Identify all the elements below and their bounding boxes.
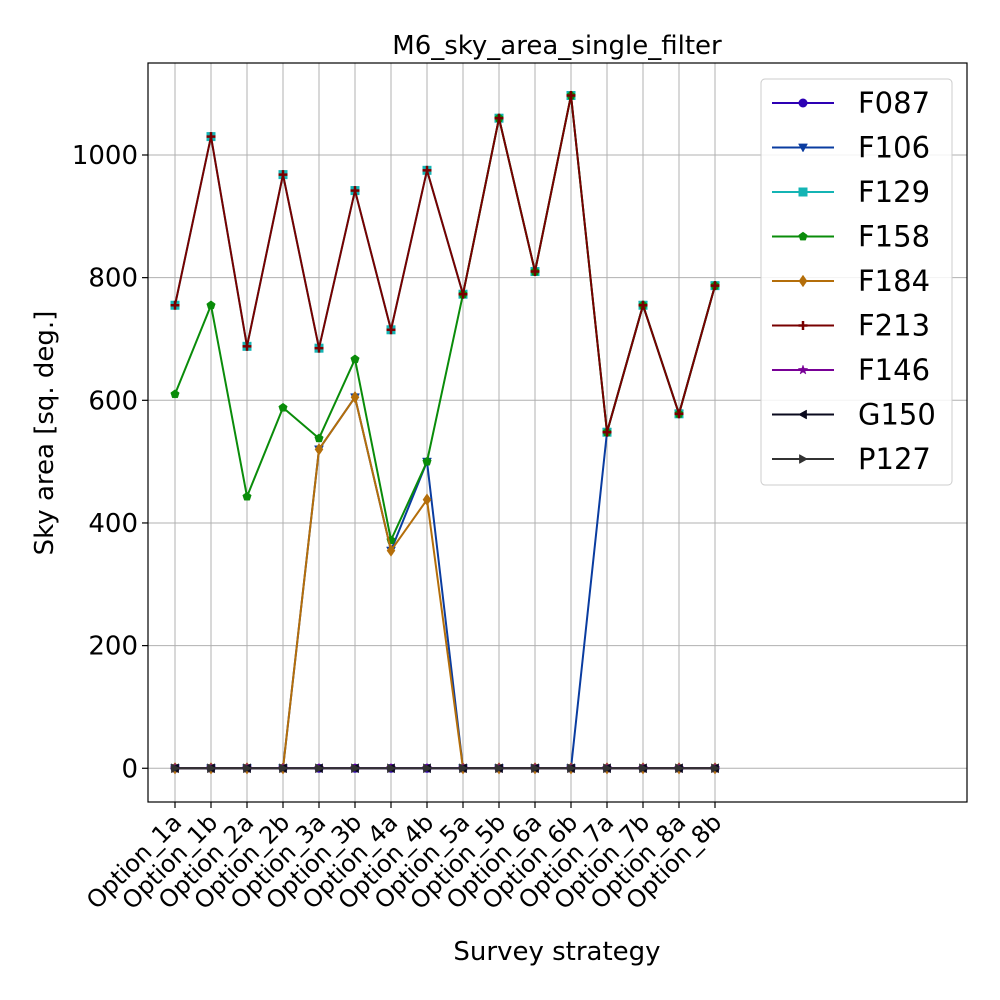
data-point xyxy=(638,300,648,310)
plot-area xyxy=(147,62,968,803)
legend-marker xyxy=(797,409,807,420)
data-point xyxy=(566,91,576,101)
y-tick-label: 600 xyxy=(88,386,138,416)
data-point xyxy=(711,763,721,774)
legend-label: F129 xyxy=(858,175,930,209)
data-point xyxy=(206,300,216,310)
y-tick-label: 800 xyxy=(88,264,138,294)
legend-item: F146 xyxy=(772,353,930,387)
chart-title: M6_sky_area_single_filter xyxy=(392,31,722,61)
series-line xyxy=(175,396,715,770)
data-point xyxy=(314,343,324,353)
legend: F087 F106 F129 F158 F184 F213 F146 G150 P127 xyxy=(760,78,953,486)
data-point xyxy=(314,433,324,443)
data-point xyxy=(422,493,432,506)
series-p127 xyxy=(171,763,721,774)
legend-item: F184 xyxy=(772,264,930,298)
data-point xyxy=(350,354,360,364)
data-point xyxy=(674,409,684,419)
legend-label: F184 xyxy=(858,264,930,298)
data-point xyxy=(279,763,289,774)
series-line xyxy=(174,94,716,434)
y-axis: 0 200 400 600 800 1000 xyxy=(72,141,148,784)
data-point xyxy=(315,763,325,774)
y-tick-label: 0 xyxy=(121,754,138,784)
series-f129 xyxy=(170,91,720,437)
legend-marker xyxy=(798,98,808,108)
data-point xyxy=(422,456,432,466)
data-point xyxy=(567,763,577,774)
legend-item: F213 xyxy=(772,309,930,343)
data-point xyxy=(458,289,468,299)
data-point xyxy=(171,763,181,774)
data-point xyxy=(531,763,541,774)
legend-label: F087 xyxy=(858,86,930,120)
data-point xyxy=(602,427,612,437)
data-point xyxy=(386,325,396,335)
data-point xyxy=(350,390,360,404)
y-tick-label: 400 xyxy=(88,509,138,539)
legend-item: F158 xyxy=(772,220,930,254)
series-f213 xyxy=(170,91,720,437)
y-tick-label: 1000 xyxy=(72,141,138,171)
data-point xyxy=(314,443,324,456)
data-point xyxy=(495,763,505,774)
data-point xyxy=(710,281,720,291)
data-point xyxy=(603,763,613,774)
legend-marker xyxy=(797,364,809,375)
legend-marker xyxy=(798,143,808,153)
series-line xyxy=(175,285,716,770)
data-point xyxy=(170,300,180,310)
data-point xyxy=(422,165,432,175)
legend-marker xyxy=(798,321,808,330)
data-point xyxy=(387,763,397,774)
legend-label: G150 xyxy=(858,398,936,432)
data-point xyxy=(386,544,396,557)
y-axis-label: Sky area [sq. deg.] xyxy=(30,311,60,556)
series-f106 xyxy=(170,281,720,774)
legend-marker xyxy=(798,274,808,288)
y-tick-label: 200 xyxy=(88,632,138,662)
legend-marker xyxy=(799,454,809,464)
legend-item: F129 xyxy=(772,175,930,209)
legend-label: F146 xyxy=(858,353,930,387)
legend-marker xyxy=(798,187,808,197)
legend-label: F213 xyxy=(858,309,930,343)
legend-item: F106 xyxy=(772,131,930,165)
x-axis-label: Survey strategy xyxy=(453,937,660,967)
series-f184 xyxy=(170,390,720,775)
data-point xyxy=(675,763,685,774)
series-layer xyxy=(169,90,721,775)
data-point xyxy=(207,763,217,774)
data-point xyxy=(278,402,288,412)
data-point xyxy=(350,186,360,196)
data-point xyxy=(423,763,433,774)
data-point xyxy=(170,389,180,399)
x-axis: Option_1aOption_1bOption_2aOption_2bOpti… xyxy=(81,802,727,915)
data-point xyxy=(242,341,252,351)
legend-item: P127 xyxy=(772,442,931,476)
data-point xyxy=(494,113,504,123)
legend-label: F106 xyxy=(858,131,930,165)
legend-box xyxy=(760,78,953,486)
data-point xyxy=(242,491,252,501)
legend-item: F087 xyxy=(772,86,930,120)
legend-label: P127 xyxy=(858,442,931,476)
legend-marker xyxy=(798,231,808,241)
data-point xyxy=(278,170,288,180)
data-point xyxy=(459,763,469,774)
series-line xyxy=(174,94,716,542)
data-point xyxy=(206,132,216,142)
data-point xyxy=(530,267,540,277)
data-point xyxy=(639,763,649,774)
data-point xyxy=(243,763,253,774)
legend-label: F158 xyxy=(858,220,930,254)
data-point xyxy=(351,763,361,774)
legend-item: G150 xyxy=(772,398,936,432)
